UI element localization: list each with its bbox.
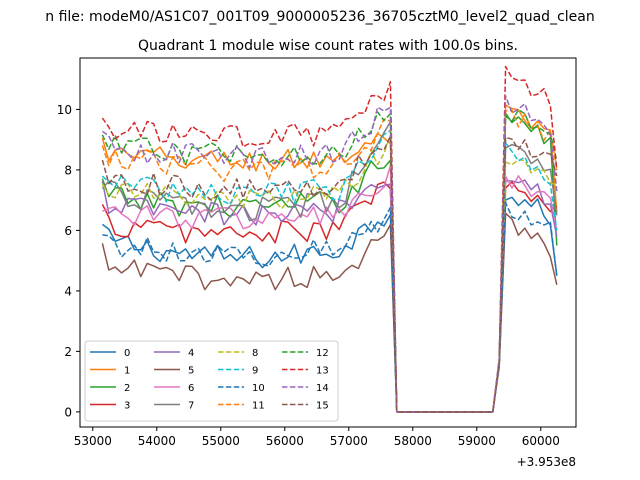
legend-label: 15 bbox=[316, 401, 329, 412]
figure-suptitle: n file: modeM0/AS1C07_001T09_9000005236_… bbox=[45, 9, 594, 25]
y-tick-label: 4 bbox=[64, 284, 72, 298]
x-tick-label: 54000 bbox=[138, 434, 176, 448]
legend-label: 4 bbox=[188, 348, 194, 359]
legend-label: 9 bbox=[252, 366, 258, 377]
axes-frame bbox=[79, 57, 577, 428]
legend-label: 0 bbox=[124, 348, 130, 359]
x-tick-label: 53000 bbox=[74, 434, 112, 448]
legend-label: 6 bbox=[188, 383, 194, 394]
legend-label: 14 bbox=[316, 383, 329, 394]
y-tick-label: 8 bbox=[64, 163, 72, 177]
legend-label: 8 bbox=[252, 348, 258, 359]
x-tick-label: 57000 bbox=[330, 434, 368, 448]
series-line-13 bbox=[101, 65, 558, 413]
x-axis: 53000 54000 55000 56000 57000 58000 59000 60000 bbox=[74, 427, 560, 448]
x-tick-label: 59000 bbox=[458, 434, 496, 448]
series-line-15 bbox=[101, 135, 558, 413]
x-tick-label: 55000 bbox=[202, 434, 240, 448]
y-tick-label: 6 bbox=[64, 224, 72, 238]
series-line-11 bbox=[101, 109, 558, 413]
x-tick-label: 58000 bbox=[394, 434, 432, 448]
x-tick-label: 56000 bbox=[266, 434, 304, 448]
y-axis: 0 2 4 6 8 10 bbox=[57, 103, 80, 419]
chart-title: Quadrant 1 module wise count rates with … bbox=[138, 38, 518, 54]
series-line-14 bbox=[101, 95, 558, 413]
legend-label: 1 bbox=[124, 366, 130, 377]
legend-box bbox=[84, 340, 339, 422]
x-offset-label: +3.953e8 bbox=[517, 455, 576, 469]
y-tick-label: 10 bbox=[57, 103, 72, 117]
legend-label: 10 bbox=[252, 383, 265, 394]
legend-label: 12 bbox=[316, 348, 329, 359]
legend-label: 13 bbox=[316, 366, 329, 377]
legend-label: 3 bbox=[124, 401, 130, 412]
legend-label: 2 bbox=[124, 383, 130, 394]
x-tick-label: 60000 bbox=[522, 434, 560, 448]
y-tick-label: 2 bbox=[64, 345, 72, 359]
legend-label: 5 bbox=[188, 366, 194, 377]
y-tick-label: 0 bbox=[64, 405, 72, 419]
legend-label: 7 bbox=[188, 401, 194, 412]
legend-label: 11 bbox=[252, 401, 265, 412]
series-layer bbox=[101, 65, 558, 413]
